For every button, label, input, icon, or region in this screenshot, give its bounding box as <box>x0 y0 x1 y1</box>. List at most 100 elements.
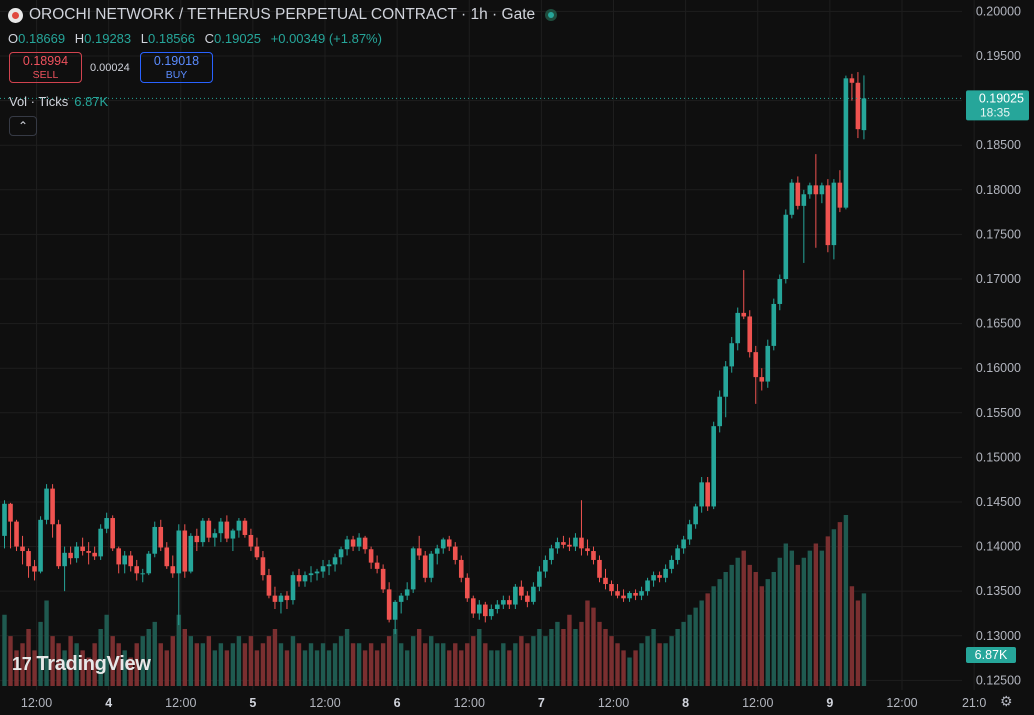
price-axis[interactable]: 0.200000.195000.190000.185000.180000.175… <box>966 4 1029 687</box>
volume-bar <box>669 636 674 686</box>
volume-bar <box>477 629 482 686</box>
candle-body <box>260 557 266 576</box>
volume-bar <box>825 536 831 686</box>
volume-bar <box>68 636 73 686</box>
time-tick-label: 12:00 <box>886 696 917 710</box>
volume-bar <box>597 621 602 686</box>
volume-bar <box>777 557 782 686</box>
close-label: C <box>204 31 215 46</box>
volume-bar <box>639 643 644 686</box>
candle-body <box>170 566 176 574</box>
time-tick-label: 6 <box>394 696 401 710</box>
volume-bar <box>146 629 151 686</box>
candle-body <box>705 482 710 507</box>
price-tick-label: 0.17500 <box>976 227 1021 241</box>
volume-legend[interactable]: Vol · Ticks 6.87K <box>9 94 108 109</box>
candle-body <box>74 546 79 559</box>
candle-body <box>507 600 512 605</box>
candle-body <box>837 182 843 208</box>
volume-bar <box>681 621 686 686</box>
volume-bar <box>645 636 650 686</box>
candle-body <box>609 584 614 592</box>
volume-bar <box>579 621 584 686</box>
candle-body <box>813 185 819 195</box>
candle-body <box>92 552 97 557</box>
candle-body <box>122 555 127 565</box>
candle-body <box>428 553 434 578</box>
buy-button[interactable]: 0.19018 BUY <box>140 52 213 83</box>
volume-bar <box>26 629 31 686</box>
volume-bar <box>483 643 488 686</box>
candle-body <box>344 539 350 550</box>
high-label: H <box>74 31 85 46</box>
volume-bar <box>212 650 218 686</box>
high-value: 0.19283 <box>84 31 132 46</box>
candle-body <box>248 534 254 547</box>
candle-body <box>314 571 320 574</box>
candle-body <box>422 555 428 578</box>
candle-body <box>308 573 314 576</box>
candle-body <box>777 278 783 304</box>
volume-bar <box>140 636 145 686</box>
candle-body <box>278 595 284 602</box>
tradingview-logo[interactable]: 17 TradingView <box>12 653 151 676</box>
volume-label: Vol · Ticks <box>9 94 69 109</box>
candle-body <box>326 564 332 567</box>
price-tick-label: 0.16500 <box>976 317 1021 331</box>
price-tick-label: 0.18000 <box>976 183 1021 197</box>
candle-body <box>513 586 518 605</box>
time-tick-label: 12:00 <box>309 696 340 710</box>
candle-body <box>753 352 759 378</box>
price-change: +0.00349 (+1.87%) <box>270 31 382 46</box>
ohlc-legend: O0.18669 H0.19283 L0.18566 C0.19025 +0.0… <box>8 31 388 46</box>
candle-body <box>489 609 494 617</box>
volume-bar <box>176 614 181 686</box>
volume-bar <box>194 643 200 686</box>
time-tick-label: 7 <box>538 696 545 710</box>
candle-body <box>128 555 134 567</box>
candle-body <box>645 580 650 592</box>
price-tick-label: 0.13500 <box>976 584 1021 598</box>
symbol-header[interactable]: OROCHI NETWORK / TETHERUS PERPETUAL CONT… <box>8 6 558 24</box>
volume-bar <box>711 586 716 686</box>
volume-bar <box>543 636 548 686</box>
gear-icon[interactable]: ⚙ <box>1000 693 1013 709</box>
orochi-logo-icon <box>8 7 23 23</box>
candle-body <box>657 575 662 578</box>
candle-body <box>416 548 422 556</box>
volume-bar <box>471 636 476 686</box>
volume-bar <box>272 629 278 686</box>
volume-bar <box>735 557 740 686</box>
candle-body <box>537 571 542 587</box>
volume-bar <box>843 515 849 686</box>
candle-body <box>771 303 777 346</box>
candle-body <box>398 595 404 602</box>
candle-body <box>32 566 37 572</box>
collapse-legend-button[interactable]: ⌃ <box>9 116 37 136</box>
candle-body <box>368 549 374 563</box>
volume-bar <box>74 643 79 686</box>
volume-bar <box>561 629 566 686</box>
volume-bar <box>531 636 536 686</box>
volume-bar <box>392 629 398 686</box>
low-value: 0.18566 <box>148 31 195 46</box>
candle-body <box>675 548 680 560</box>
volume-bar <box>435 643 440 686</box>
candle-body <box>476 604 482 614</box>
time-tick-label: 21:0 <box>962 696 986 710</box>
volume-bar <box>164 650 169 686</box>
candle-body <box>597 559 602 578</box>
candle-body <box>452 546 458 560</box>
sell-button[interactable]: 0.18994 SELL <box>9 52 82 83</box>
volume-bar <box>314 650 320 686</box>
candle-body <box>206 520 212 538</box>
time-axis[interactable]: 12:00 4 12:00 5 12:00 6 12:00 7 12:00 8 12:00 9 12:0… <box>21 696 986 710</box>
candle-body <box>20 546 25 552</box>
symbol-title[interactable]: OROCHI NETWORK / TETHERUS PERPETUAL CONT… <box>29 6 536 23</box>
candle-body <box>615 591 620 596</box>
candle-body <box>789 182 795 215</box>
volume-bar <box>717 579 722 686</box>
candle-body <box>458 559 464 578</box>
volume-bar <box>398 643 404 686</box>
